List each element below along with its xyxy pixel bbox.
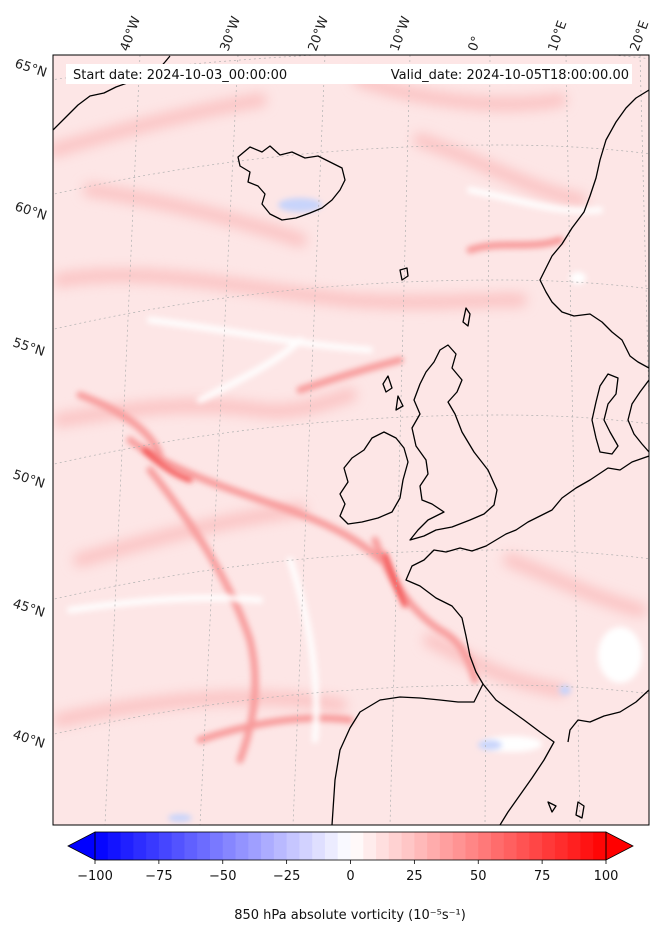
colorbar-cell <box>286 832 301 860</box>
colorbar-cell <box>222 832 237 860</box>
colorbar-cell <box>337 832 352 860</box>
colorbar-cell <box>146 832 160 860</box>
iceland-coast <box>237 145 346 221</box>
colorbar-tick-label: −100 <box>77 869 113 884</box>
faroe-coast <box>399 267 409 281</box>
colorbar-cell <box>197 832 211 860</box>
colorbar-cell <box>516 832 530 860</box>
great-britain-coast <box>409 344 498 541</box>
colorbar-cell <box>529 832 543 860</box>
colorbar-cell <box>478 832 492 860</box>
colorbar-tick-label: 75 <box>534 869 551 884</box>
colorbar-cell <box>235 832 249 860</box>
colorbar-cell <box>491 832 505 860</box>
colorbar-cell <box>95 832 109 860</box>
colorbar-cell <box>133 832 147 860</box>
vorticity-streaks <box>53 73 647 822</box>
colorbar-cell <box>376 832 390 860</box>
colorbar-cell <box>503 832 518 860</box>
colorbar-cell <box>209 832 224 860</box>
header-band <box>66 64 632 84</box>
latitude-labels: 65°N 60°N 55°N 50°N 45°N 40°N <box>11 57 49 752</box>
colorbar-cell <box>248 832 262 860</box>
lat-label-45n: 45°N <box>11 597 47 621</box>
colorbar-tick-label: −75 <box>145 869 172 884</box>
colorbar-cell <box>120 832 134 860</box>
lon-label-10e: 10°E <box>546 19 571 54</box>
shetland-coast <box>462 307 471 327</box>
colorbar-cell <box>273 832 288 860</box>
europe-coast <box>331 455 649 825</box>
colorbar-cell <box>465 832 479 860</box>
map-panel <box>53 55 649 825</box>
norway-coast <box>539 89 649 369</box>
iberia-mediterranean-coast <box>482 683 555 825</box>
colorbar-cell <box>542 832 556 860</box>
colorbar-cell <box>299 832 313 860</box>
colorbar-cell <box>324 832 339 860</box>
colorbar-cell <box>363 832 377 860</box>
lon-label-0: 0° <box>466 34 485 53</box>
colorbar-cells <box>95 832 607 860</box>
lon-label-20w: 20°W <box>306 14 332 53</box>
lon-label-20e: 20°E <box>628 19 653 54</box>
coastlines <box>53 55 649 825</box>
colorbar-cell <box>427 832 441 860</box>
colorbar-cell <box>158 832 173 860</box>
colorbar-cell <box>401 832 415 860</box>
colorbar-cell <box>439 832 454 860</box>
colorbar-cell <box>414 832 428 860</box>
colorbar-cell <box>107 832 122 860</box>
corsica-coast <box>575 801 585 819</box>
colorbar-cell <box>350 832 364 860</box>
valid-date-label: Valid_date: 2024-10-05T18:00:00.00 <box>391 68 629 83</box>
italy-coast <box>567 689 649 743</box>
colorbar-tick-label: 50 <box>470 869 487 884</box>
colorbar-tick-label: 0 <box>346 869 354 884</box>
colorbar-tick-label: −25 <box>273 869 300 884</box>
colorbar-arrow-low <box>67 831 96 861</box>
lon-label-40w: 40°W <box>118 14 144 53</box>
colorbar-cell <box>567 832 582 860</box>
map-frame <box>52 54 650 826</box>
colorbar-cell <box>388 832 403 860</box>
colorbar-cell <box>171 832 186 860</box>
lat-label-65n: 65°N <box>13 57 49 81</box>
lat-label-50n: 50°N <box>11 468 47 492</box>
lat-label-60n: 60°N <box>13 200 49 224</box>
lat-label-55n: 55°N <box>11 336 47 360</box>
sweden-coast <box>627 379 649 453</box>
lon-label-10w: 10°W <box>388 14 414 53</box>
lat-label-40n: 40°N <box>11 728 47 752</box>
ireland-coast <box>339 431 409 525</box>
colorbar-tick-label: 25 <box>406 869 423 884</box>
colorbar-cell <box>593 832 607 860</box>
colorbar-cell <box>312 832 326 860</box>
colorbar-cell <box>580 832 594 860</box>
colorbar-cell <box>184 832 198 860</box>
colorbar-ticks: −100 −75 −50 −25 0 25 50 75 100 <box>77 860 618 884</box>
hebrides-coast <box>382 375 404 411</box>
colorbar-cell <box>554 832 569 860</box>
lon-label-30w: 30°W <box>218 14 244 53</box>
denmark-coast <box>591 373 619 455</box>
start-date-label: Start date: 2024-10-03_00:00:00 <box>73 68 287 83</box>
colorbar: −100 −75 −50 −25 0 25 50 75 100 850 hPa absolute… <box>67 831 634 923</box>
colorbar-arrow-high <box>605 831 634 861</box>
longitude-labels: 40°W 30°W 20°W 10°W 0° 10°E 20°E <box>118 14 653 53</box>
colorbar-tick-label: −50 <box>209 869 236 884</box>
colorbar-title: 850 hPa absolute vorticity (10⁻⁵s⁻¹) <box>234 908 466 923</box>
colorbar-cell <box>452 832 467 860</box>
colorbar-cell <box>261 832 275 860</box>
mallorca-coast <box>547 801 557 813</box>
colorbar-tick-label: 100 <box>594 869 619 884</box>
